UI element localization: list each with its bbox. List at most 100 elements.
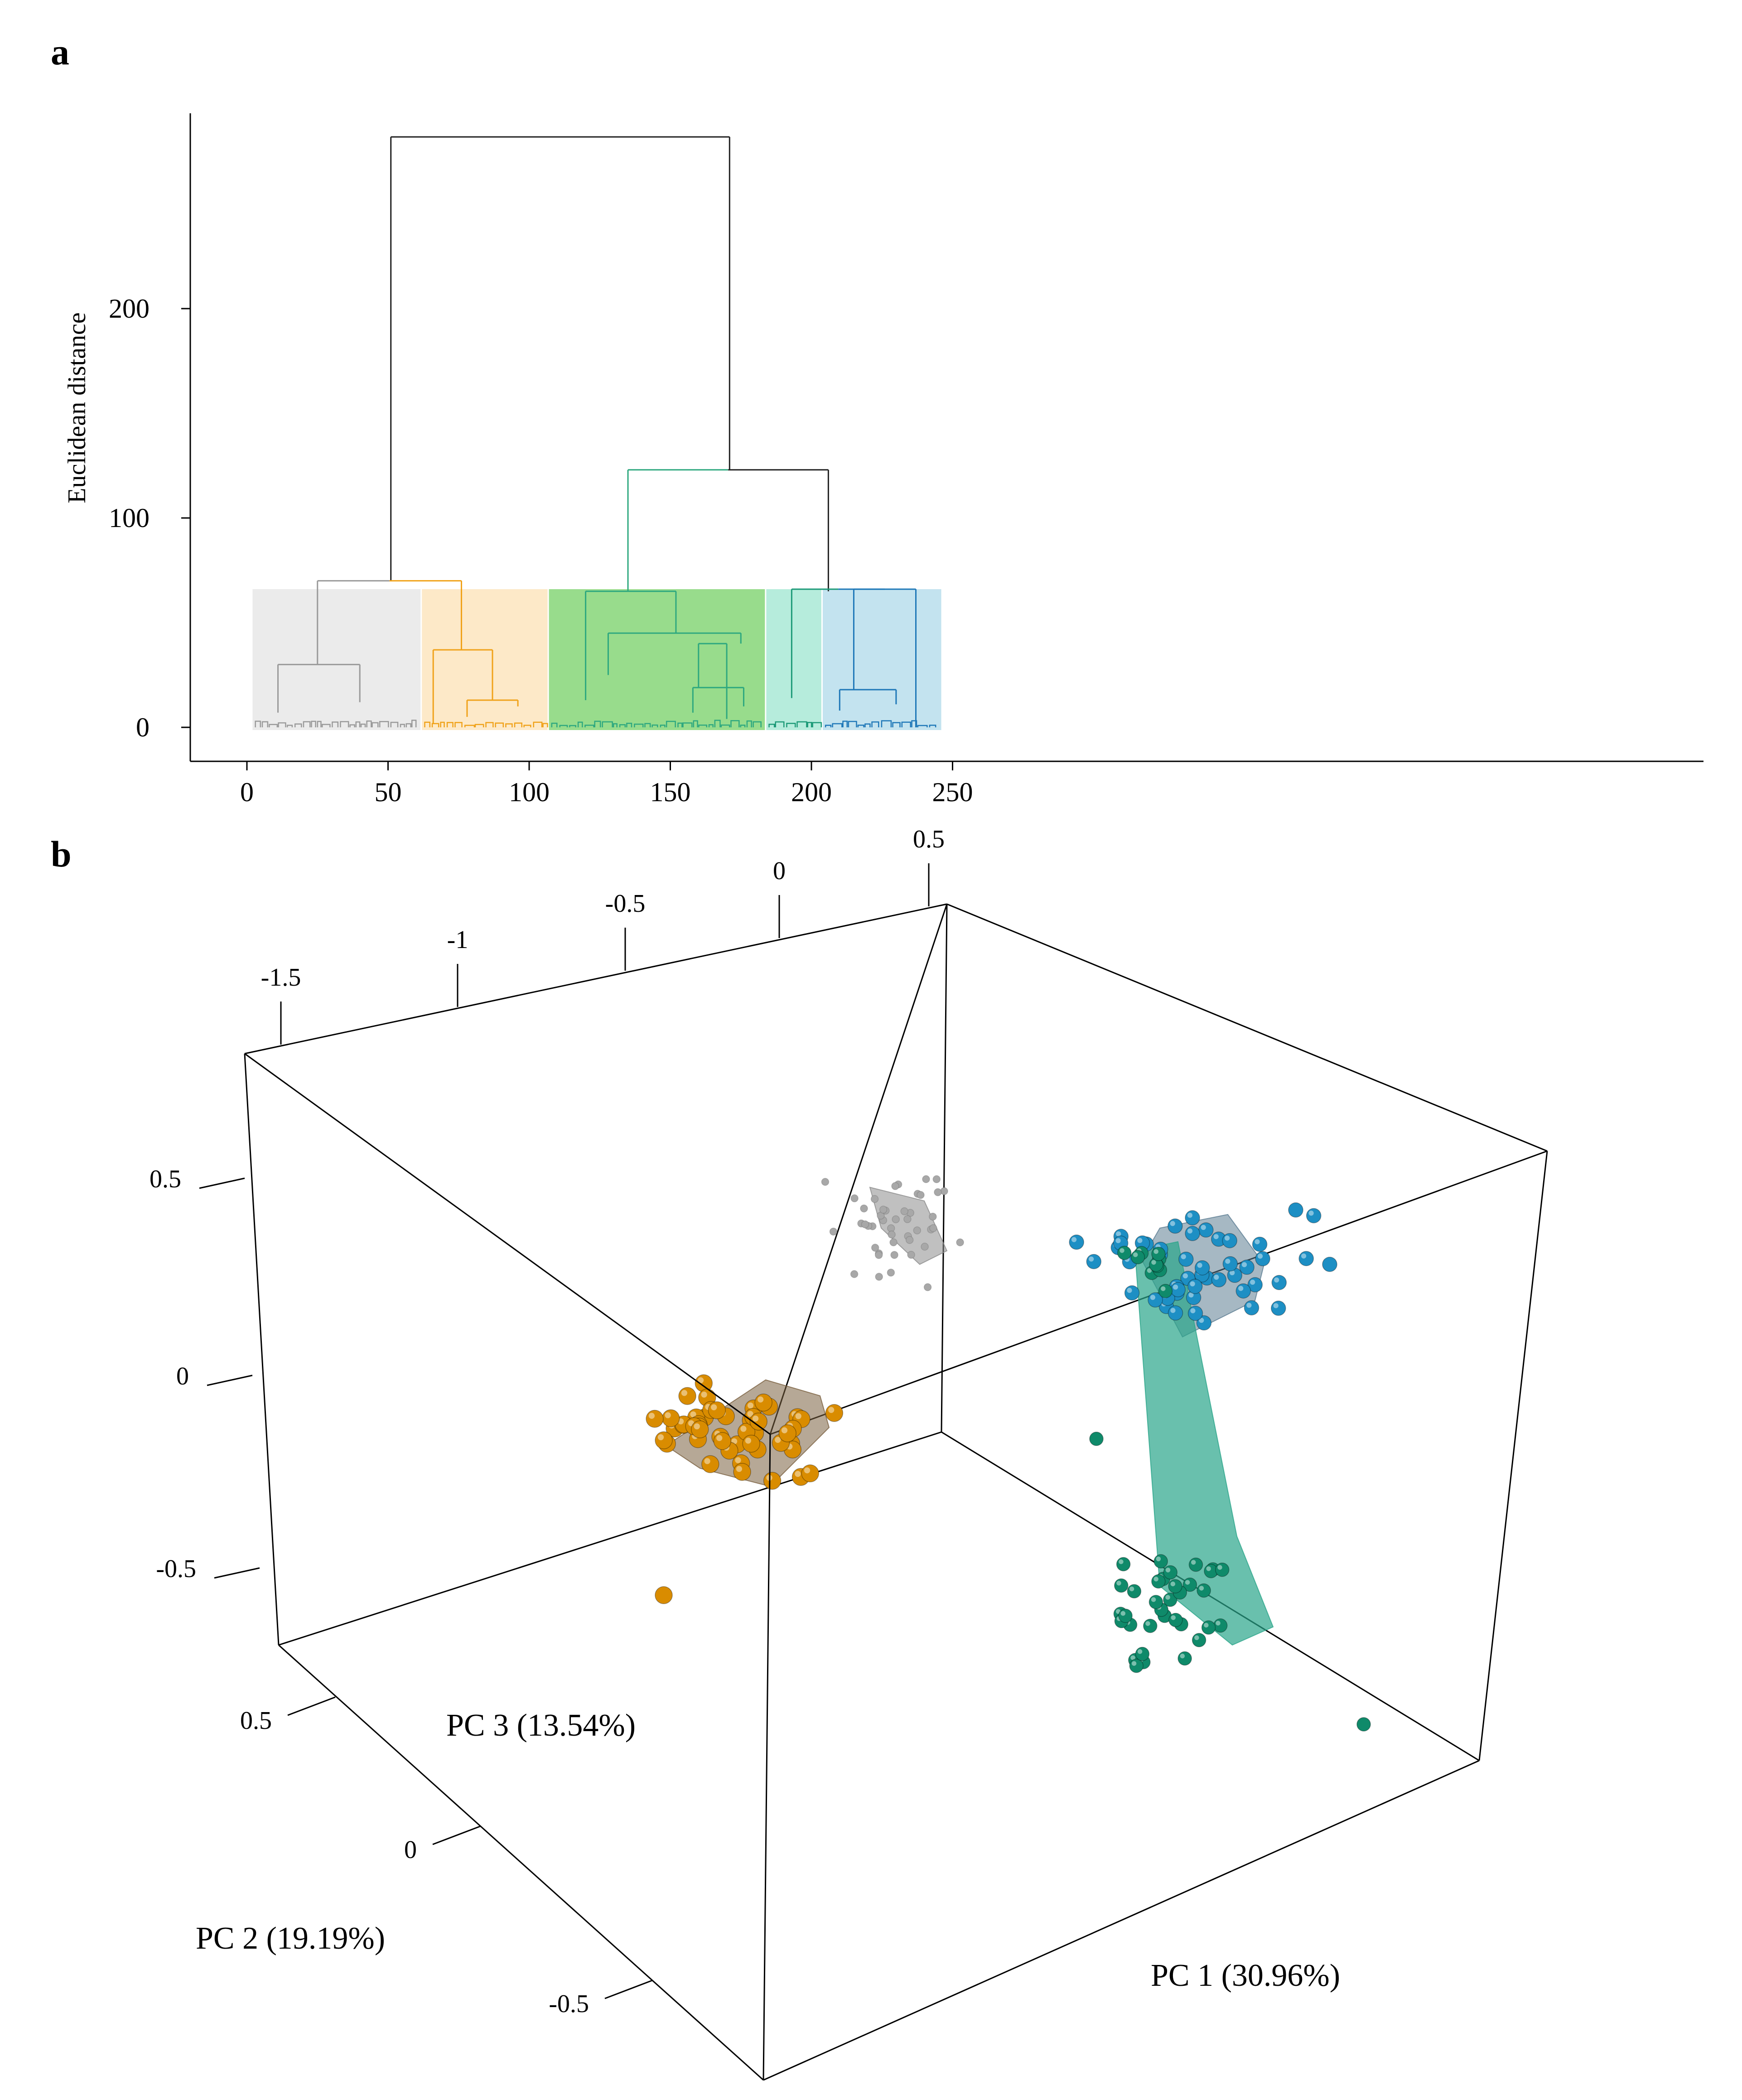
leaf-link	[255, 721, 261, 727]
point-teal	[1116, 1557, 1131, 1572]
point-blue	[1306, 1208, 1322, 1224]
leaf-link	[440, 721, 445, 727]
leaf-link	[917, 725, 928, 727]
point-gray	[923, 1283, 932, 1292]
pca-box-front-edges	[244, 903, 1548, 2081]
box-edge	[244, 1053, 771, 1435]
point-highlight	[701, 1391, 707, 1398]
point-teal	[1151, 1247, 1166, 1261]
point-highlight	[694, 1423, 700, 1430]
point-highlight	[711, 1404, 717, 1411]
point-blue	[1170, 1282, 1186, 1297]
point-highlight	[704, 1458, 710, 1464]
point-gray	[932, 1175, 941, 1183]
leaf-link	[294, 723, 302, 727]
leaf-link	[278, 722, 286, 727]
point-highlight	[1116, 1231, 1121, 1237]
point-highlight	[1190, 1281, 1195, 1287]
leaf-link	[411, 720, 417, 727]
box-edge	[278, 1431, 942, 1646]
leaf-link	[651, 724, 658, 727]
leaf-link	[321, 724, 331, 727]
pca-3d-chart: -1.5 -1 -0.5 0 0.5 0.5 0 -0.5 0.5 0 -0.5 PC 3 (13.…	[150, 825, 1548, 2081]
leaf-link	[569, 725, 576, 727]
point-highlight	[1171, 1615, 1176, 1620]
point-orange	[763, 1471, 782, 1490]
leaf-link	[559, 725, 568, 727]
point-blue	[1244, 1300, 1259, 1316]
point-highlight	[1274, 1277, 1279, 1283]
point-blue	[1124, 1285, 1140, 1301]
point-highlight	[745, 1437, 752, 1444]
point-orange	[778, 1424, 796, 1442]
point-blue	[1178, 1251, 1194, 1267]
leaf-link	[768, 723, 775, 727]
point-highlight	[1230, 1270, 1235, 1276]
pc2-tick	[287, 1696, 336, 1716]
point-highlight	[1257, 1253, 1263, 1259]
box-edge	[769, 904, 948, 1435]
leaf-link	[714, 720, 721, 727]
leaf-link	[594, 721, 601, 727]
point-highlight	[1217, 1565, 1222, 1570]
point-highlight	[1199, 1317, 1204, 1323]
point-highlight	[775, 1437, 781, 1443]
point-teal	[1213, 1618, 1228, 1633]
leaf-link	[660, 724, 666, 727]
x-tick-label: 150	[650, 777, 691, 807]
point-orange	[708, 1401, 726, 1419]
point-orange	[701, 1455, 719, 1473]
point-highlight	[1133, 1252, 1138, 1258]
box-edge	[244, 903, 947, 1055]
point-gray	[887, 1268, 895, 1277]
leaf-link	[584, 725, 594, 727]
point-teal	[1118, 1608, 1133, 1623]
point-highlight	[781, 1427, 788, 1433]
point-gray	[890, 1251, 898, 1259]
point-teal	[1127, 1584, 1142, 1599]
point-highlight	[1188, 1292, 1194, 1298]
leaf-link	[317, 721, 322, 727]
leaf-link	[446, 722, 454, 727]
cluster-fill-green	[549, 589, 765, 730]
point-gray	[892, 1215, 900, 1224]
leaf-link	[825, 725, 832, 727]
point-teal	[1153, 1554, 1168, 1569]
leaf-link	[349, 724, 355, 727]
box-edge	[946, 903, 1548, 1152]
point-highlight	[1250, 1279, 1255, 1285]
point-orange	[713, 1432, 732, 1450]
leaf-link	[464, 725, 475, 727]
point-teal	[1158, 1284, 1173, 1298]
panel-a-label: a	[51, 31, 69, 73]
point-orange	[733, 1463, 751, 1481]
point-blue	[1148, 1292, 1163, 1308]
point-highlight	[1225, 1258, 1230, 1264]
point-highlight	[1241, 1262, 1247, 1268]
point-highlight	[1129, 1586, 1134, 1592]
point-highlight	[1190, 1308, 1196, 1313]
pc1-tick-label: -1.5	[261, 963, 301, 992]
leaf-link	[269, 724, 278, 727]
point-blue	[1198, 1222, 1214, 1238]
pc3-tick-label: 0	[176, 1362, 189, 1390]
point-gray	[889, 1238, 898, 1247]
point-highlight	[657, 1434, 664, 1441]
point-gray	[860, 1204, 868, 1213]
point-highlight	[1238, 1286, 1244, 1291]
leaf-link	[929, 725, 936, 727]
leaf-link	[634, 723, 644, 727]
point-gray	[861, 1220, 869, 1229]
leaf-link	[551, 722, 558, 727]
point-gray	[913, 1226, 922, 1234]
cluster-fill-orange	[422, 589, 548, 730]
point-gray	[917, 1191, 925, 1199]
pca-points	[646, 1175, 1371, 1732]
point-highlight	[1150, 1295, 1155, 1300]
point-orange	[691, 1420, 709, 1438]
point-orange	[655, 1431, 673, 1449]
leaf-link	[424, 721, 431, 727]
point-highlight	[1170, 1308, 1176, 1313]
x-tick-label: 50	[375, 777, 402, 807]
point-gray	[956, 1238, 964, 1247]
